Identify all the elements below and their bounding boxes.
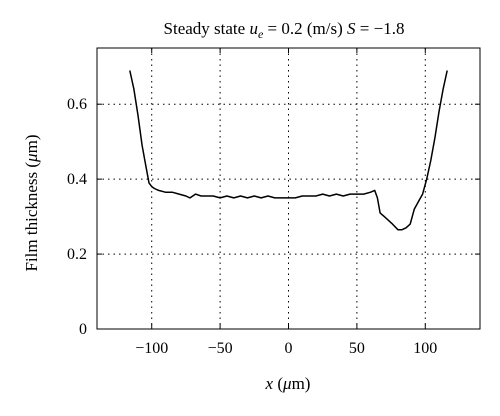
chart-title: Steady state ue = 0.2 (m/s) S = −1.8 xyxy=(164,19,405,41)
tick-labels: −100 −50 0 50 100 0 0.2 0.4 0.6 xyxy=(67,96,437,357)
x-tick-label: 0 xyxy=(285,340,293,357)
x-tick-label: 50 xyxy=(349,340,365,357)
x-tick-label: −100 xyxy=(135,340,168,357)
y-axis-label: Film thickness (μm) xyxy=(22,135,41,272)
x-tick-label: −50 xyxy=(208,340,233,357)
x-axis-label: x (μm) xyxy=(265,374,311,393)
plot-frame xyxy=(96,47,481,330)
y-tick-label: 0 xyxy=(79,321,87,338)
film-thickness-line xyxy=(129,70,448,231)
y-tick-label: 0.6 xyxy=(67,96,87,113)
y-tick-label: 0.4 xyxy=(67,171,87,188)
y-tick-label: 0.2 xyxy=(67,246,87,263)
x-tick-label: 100 xyxy=(413,340,437,357)
